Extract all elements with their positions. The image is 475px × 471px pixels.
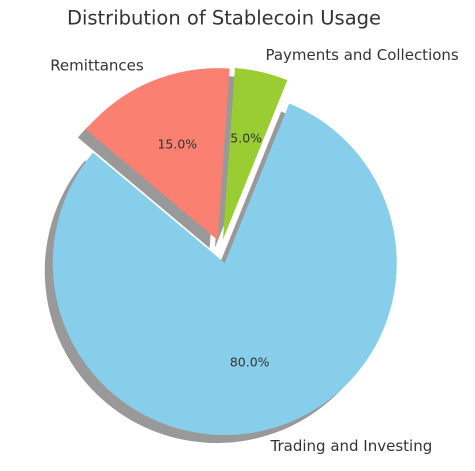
- slice: [52, 103, 397, 436]
- value-label: 80.0%: [230, 355, 270, 370]
- slice: [222, 68, 288, 240]
- chart-title: Distribution of Stablecoin Usage: [67, 7, 381, 30]
- slice: [85, 68, 230, 241]
- slice-label: Payments and Collections: [265, 46, 458, 64]
- slice-label: Trading and Investing: [270, 437, 433, 455]
- slice-label: Remittances: [50, 56, 144, 74]
- value-label: 5.0%: [230, 131, 262, 146]
- slices: [52, 68, 397, 436]
- value-label: 15.0%: [157, 137, 197, 152]
